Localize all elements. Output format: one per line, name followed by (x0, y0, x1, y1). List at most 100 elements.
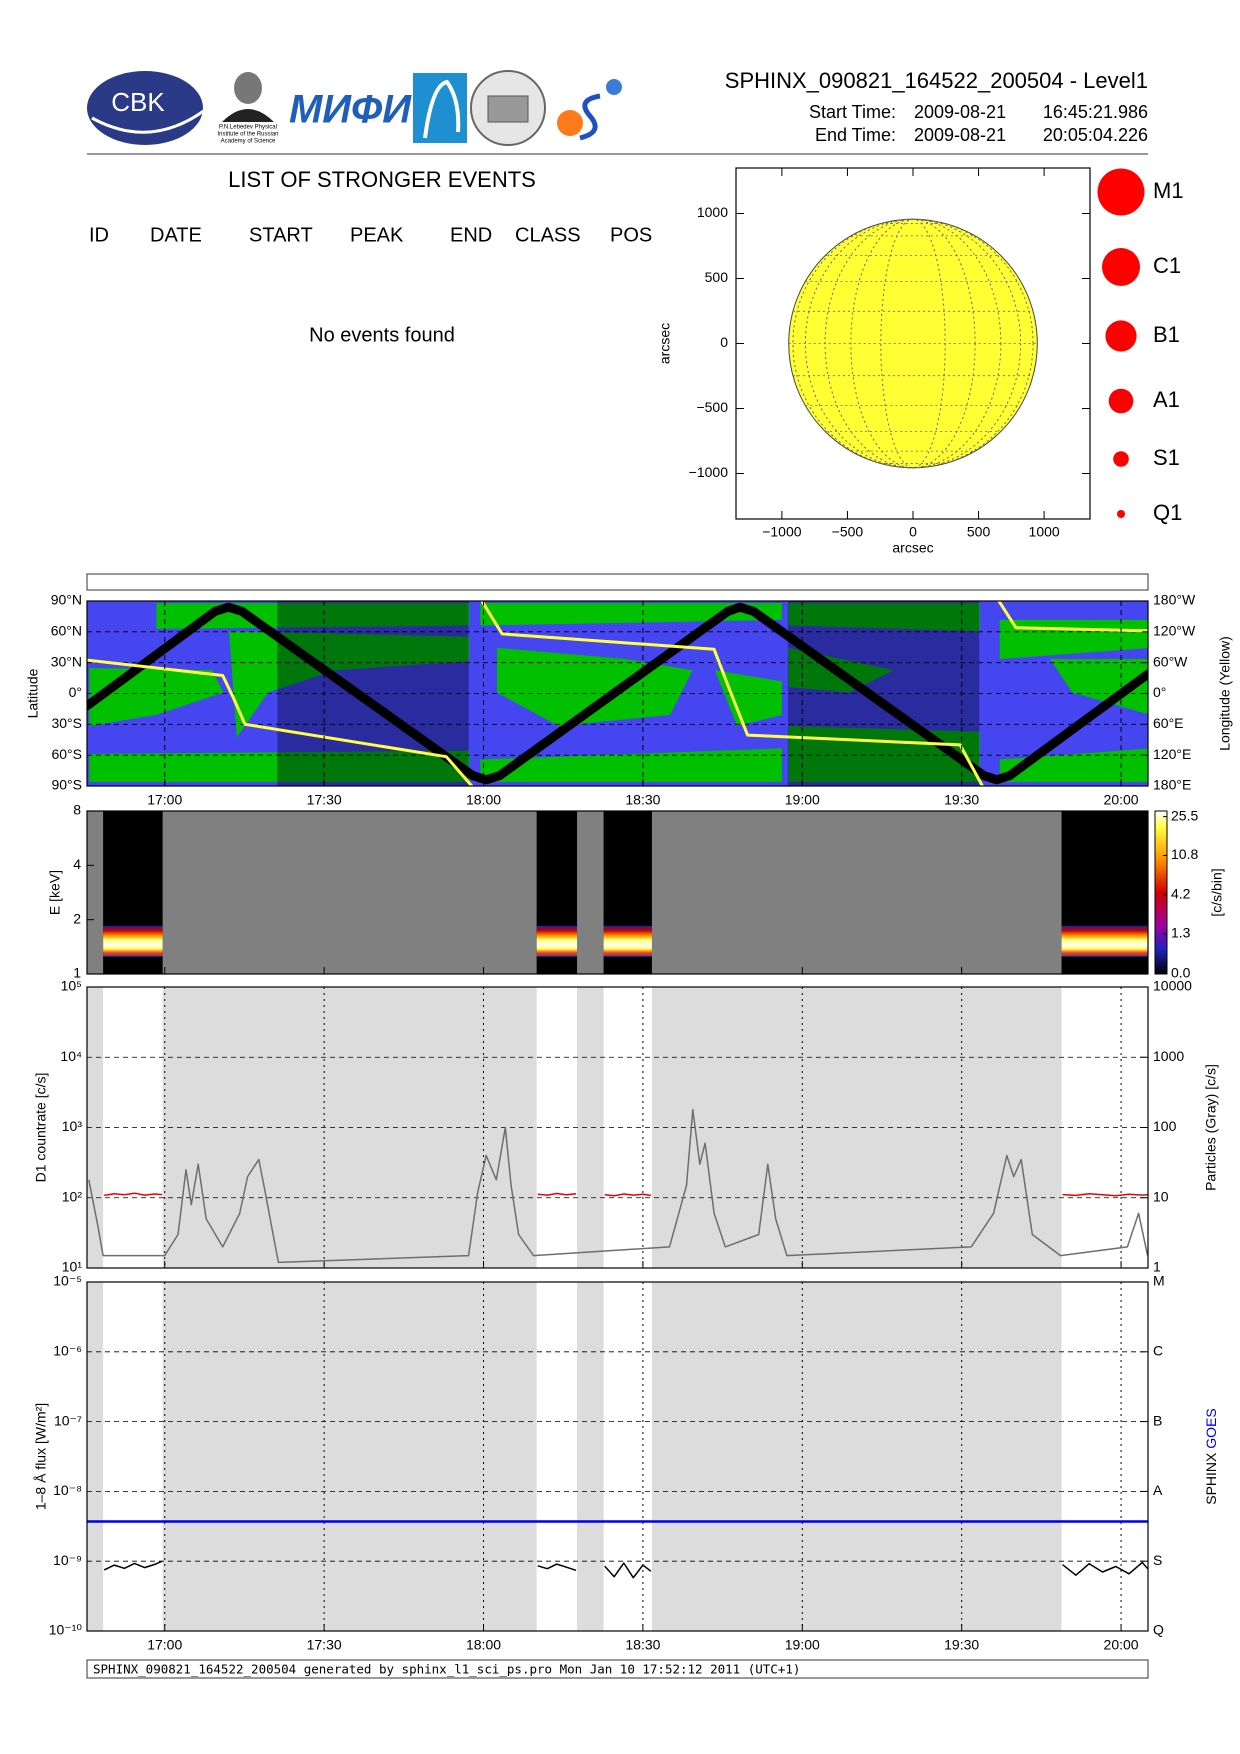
meridian-line (824, 218, 1002, 469)
plot-frame (86, 986, 1149, 1269)
observation-interval (536, 1282, 578, 1631)
y-tick-label: 10¹ (62, 1259, 83, 1275)
x-tick-label: 0 (909, 524, 917, 540)
cbk-text: CBK (111, 87, 165, 117)
y2-tick-label: 180°E (1153, 777, 1191, 793)
y2-tick-label: 180°W (1153, 592, 1196, 608)
y-tick-label: 60°S (51, 746, 82, 762)
y-tick-label: 60°N (51, 623, 82, 639)
class-marker (1097, 168, 1145, 216)
portrait-body (222, 109, 274, 122)
class-label: A1 (1153, 387, 1180, 412)
meridian-line (792, 218, 1034, 469)
y-tick-label: 500 (705, 269, 729, 285)
x-tick-label: 20:00 (1104, 792, 1139, 808)
start-date: 2009-08-21 (914, 102, 1006, 122)
y-tick-label: 10⁻¹⁰ (49, 1622, 83, 1638)
mifi-logo: МИФИ (289, 88, 412, 132)
events-column: CLASS (515, 224, 581, 246)
plot-frame (86, 600, 1149, 787)
status-bar (86, 573, 1149, 591)
x-tick-label: 17:00 (147, 1637, 182, 1653)
lebedev-text: P.N.Lebedev Physical (219, 125, 277, 131)
observation-interval (603, 1282, 652, 1631)
class-label: C1 (1153, 253, 1181, 278)
events-column: END (450, 224, 492, 246)
x-tick-label: 18:00 (466, 1637, 501, 1653)
plot-frame (86, 810, 1149, 975)
y-axis-label: Latitude (25, 668, 41, 718)
plot-frame (735, 167, 1091, 520)
blue-logo-arc (423, 79, 461, 139)
y2-tick-label: 100 (1153, 1118, 1177, 1134)
y-tick-label: 1000 (697, 204, 728, 220)
particle-region (480, 748, 782, 782)
x-tick-label: 17:30 (307, 1637, 342, 1653)
y-tick-label: 90°N (51, 592, 82, 608)
y-axis-label: D1 countrate [c/s] (33, 1073, 49, 1183)
series-line (103, 1560, 1149, 1579)
footer-text: SPHINX_090821_164522_200504 generated by… (93, 1662, 800, 1677)
y2-tick-label: 1000 (1153, 1048, 1184, 1064)
y-tick-label: 30°N (51, 653, 82, 669)
class-marker (1102, 248, 1140, 286)
y2-tick-label: 1 (1153, 1259, 1161, 1275)
y2-tick-label: 10000 (1153, 978, 1192, 994)
y-tick-label: 10² (62, 1188, 83, 1204)
particle-region (714, 670, 782, 727)
y2-tick-label: A (1153, 1482, 1163, 1498)
x-tick-label: 18:30 (625, 1637, 660, 1653)
y2-tick-label: Q (1153, 1622, 1164, 1638)
end-time: 20:05:04.226 (1043, 125, 1148, 145)
y-tick-label: 10⁵ (61, 978, 82, 994)
spectrum-band (536, 925, 578, 957)
class-marker (1113, 451, 1129, 467)
y2-tick-label: M (1153, 1273, 1165, 1289)
events-column: ID (89, 224, 109, 246)
spectrum-band (1061, 925, 1148, 957)
y-tick-label: 10⁻⁷ (54, 1412, 82, 1428)
x-axis-label: arcsec (892, 540, 933, 556)
orbit-map (87, 601, 1148, 786)
plot-frame (86, 1281, 1149, 1632)
y2-tick-label: C (1153, 1343, 1163, 1359)
x-tick-label: −1000 (762, 524, 802, 540)
y2-tick-label: 120°E (1153, 746, 1191, 762)
y-tick-label: 10³ (62, 1118, 83, 1134)
observation-interval (1061, 1282, 1148, 1631)
y-axis-label: 1–8 Å flux [W/m²] (33, 1403, 49, 1510)
spectrum-band (603, 925, 652, 957)
y-tick-label: 10⁻⁹ (53, 1552, 82, 1568)
x-tick-label: 18:30 (625, 792, 660, 808)
y2-tick-label: 60°W (1153, 653, 1188, 669)
lebedev-text: Academy of Science (221, 139, 276, 145)
footer-box (86, 1659, 1149, 1679)
events-column: POS (610, 224, 652, 246)
x-tick-label: 17:30 (307, 792, 342, 808)
y2-axis-label: Particles (Gray) [c/s] (1203, 1064, 1219, 1191)
x-tick-label: 19:00 (785, 792, 820, 808)
y2-tick-label: 120°W (1153, 623, 1196, 639)
globe-logo (606, 79, 622, 95)
x-tick-label: 500 (967, 524, 991, 540)
particle-region (89, 750, 470, 782)
class-label: B1 (1153, 322, 1180, 347)
events-title: LIST OF STRONGER EVENTS (228, 167, 536, 192)
legend-entry: GOES (1203, 1408, 1219, 1448)
y2-tick-label: 10 (1153, 1188, 1169, 1204)
y2-axis-label: Longitude (Yellow) (1217, 636, 1233, 751)
end-label: End Time: (815, 125, 896, 145)
x-tick-label: 19:00 (785, 1637, 820, 1653)
class-marker (1117, 510, 1125, 518)
end-date: 2009-08-21 (914, 125, 1006, 145)
lebedev-text: Institute of the Russian (217, 132, 278, 138)
file-title: SPHINX_090821_164522_200504 - Level1 (725, 68, 1148, 93)
particle-region (228, 631, 470, 738)
colorbar-tick-label: 1.3 (1171, 925, 1191, 941)
portrait-head (234, 72, 262, 104)
events-column: DATE (150, 224, 202, 246)
y-tick-label: 10⁻⁵ (53, 1273, 82, 1289)
s-logo (579, 93, 601, 141)
y-tick-label: 90°S (51, 777, 82, 793)
